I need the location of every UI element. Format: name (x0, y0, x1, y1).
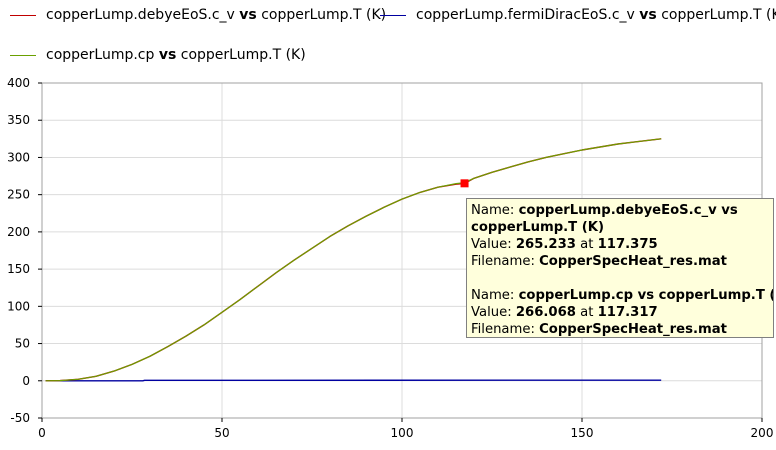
selected-point-marker (460, 179, 469, 188)
legend-swatch-fermi (380, 14, 406, 16)
legend-swatch-debye (10, 14, 36, 16)
legend-item-fermi[interactable]: copperLump.fermiDiracEoS.c_v vs copperLu… (380, 7, 776, 23)
y-tick-label: 0 (22, 374, 30, 388)
y-tick-label: 300 (7, 150, 30, 164)
tooltip-name-line-2: copperLump.T (K) (471, 220, 605, 235)
series-line-cp (45, 138, 662, 382)
x-tick-label: 150 (571, 426, 594, 440)
y-tick-label: 150 (7, 262, 30, 276)
legend-swatch-cp (10, 54, 36, 56)
legend: copperLump.debyeEoS.c_v vs copperLump.T … (0, 0, 776, 76)
tooltip-file-line-1: Filename: CopperSpecHeat_res.mat (471, 254, 727, 269)
series-line-fermi (45, 379, 662, 382)
tooltip-value-line-1: Value: 265.233 at 117.375 (471, 237, 658, 252)
y-tick-label: 100 (7, 299, 30, 313)
y-tick-label: 50 (15, 337, 30, 351)
tooltip-name-line-3: Name: copperLump.cp vs copperLump.T (K) (471, 288, 774, 303)
tooltip-value-line-2: Value: 266.068 at 117.317 (471, 305, 658, 320)
tooltip-name-line-1: Name: copperLump.debyeEoS.c_v vs (471, 203, 738, 218)
value-tooltip: Name: copperLump.debyeEoS.c_v vs copperL… (466, 198, 774, 338)
y-tick-label: 400 (7, 76, 30, 90)
y-tick-label: 250 (7, 188, 30, 202)
legend-item-debye[interactable]: copperLump.debyeEoS.c_v vs copperLump.T … (10, 7, 386, 23)
x-tick-label: 50 (214, 426, 229, 440)
legend-label-debye: copperLump.debyeEoS.c_v vs copperLump.T … (46, 7, 387, 23)
tooltip-spacer (471, 270, 769, 287)
y-tick-label: 200 (7, 225, 30, 239)
legend-label-fermi: copperLump.fermiDiracEoS.c_v vs copperLu… (416, 7, 776, 23)
x-tick-label: 200 (751, 426, 774, 440)
x-tick-label: 0 (38, 426, 46, 440)
y-tick-label: 350 (7, 113, 30, 127)
x-tick-label: 100 (391, 426, 414, 440)
legend-item-cp[interactable]: copperLump.cp vs copperLump.T (K) (10, 47, 306, 63)
tooltip-file-line-2: Filename: CopperSpecHeat_res.mat (471, 322, 727, 337)
legend-label-cp: copperLump.cp vs copperLump.T (K) (46, 47, 306, 63)
y-tick-label: -50 (10, 411, 30, 425)
